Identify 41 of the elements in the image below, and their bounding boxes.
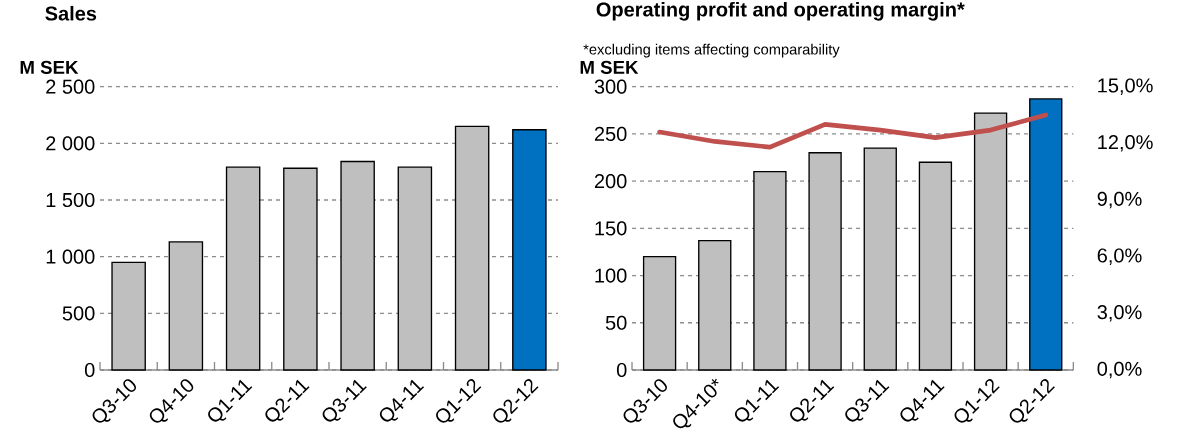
y-tick-label: 2 500 — [46, 79, 95, 94]
line-series — [657, 112, 1049, 150]
bar — [283, 167, 318, 371]
y2-tick-label: 3,0% — [1097, 305, 1142, 322]
bar — [808, 152, 842, 371]
y-tick-label: 300 — [594, 79, 627, 94]
bar — [863, 147, 897, 371]
y-tick-label: 0 — [616, 362, 627, 378]
bar — [753, 171, 787, 371]
bar — [642, 256, 677, 371]
y2-tick-label: 15,0% — [1098, 78, 1153, 95]
y2-tick-label: 0,0% — [1097, 361, 1142, 379]
y-tick-label: 150 — [595, 221, 627, 236]
bar — [397, 166, 433, 371]
chart-title: Operating profit and operating margin* — [596, 1, 965, 21]
y-axis-title: M SEK — [20, 60, 79, 74]
y2-tick-label: 6,0% — [1097, 248, 1142, 265]
bar — [512, 129, 547, 371]
y2-tick-label: 9,0% — [1097, 191, 1142, 209]
bar — [225, 166, 261, 371]
y-tick-label: 200 — [594, 174, 627, 189]
bar — [168, 241, 204, 371]
y-tick-label: 100 — [595, 268, 627, 283]
y2-tick-label: 12,0% — [1098, 135, 1153, 152]
y-tick-label: 1 500 — [46, 192, 95, 208]
chart-title: Sales — [45, 5, 97, 21]
y-axis-title: M SEK — [580, 60, 639, 74]
bar — [973, 112, 1008, 371]
y-tick-label: 500 — [62, 306, 95, 321]
bar — [340, 160, 375, 371]
chart-subtitle: *excluding items affecting comparability — [583, 43, 840, 58]
bar — [698, 239, 732, 371]
y-tick-label: 250 — [594, 126, 627, 141]
y-tick-label: 2 000 — [46, 136, 95, 151]
bar — [1029, 98, 1063, 371]
bar — [454, 125, 490, 371]
bar — [111, 261, 146, 371]
y-tick-label: 0 — [84, 362, 95, 378]
bar — [918, 161, 953, 371]
y-tick-label: 1 000 — [46, 249, 95, 264]
y-tick-label: 50 — [605, 315, 627, 330]
